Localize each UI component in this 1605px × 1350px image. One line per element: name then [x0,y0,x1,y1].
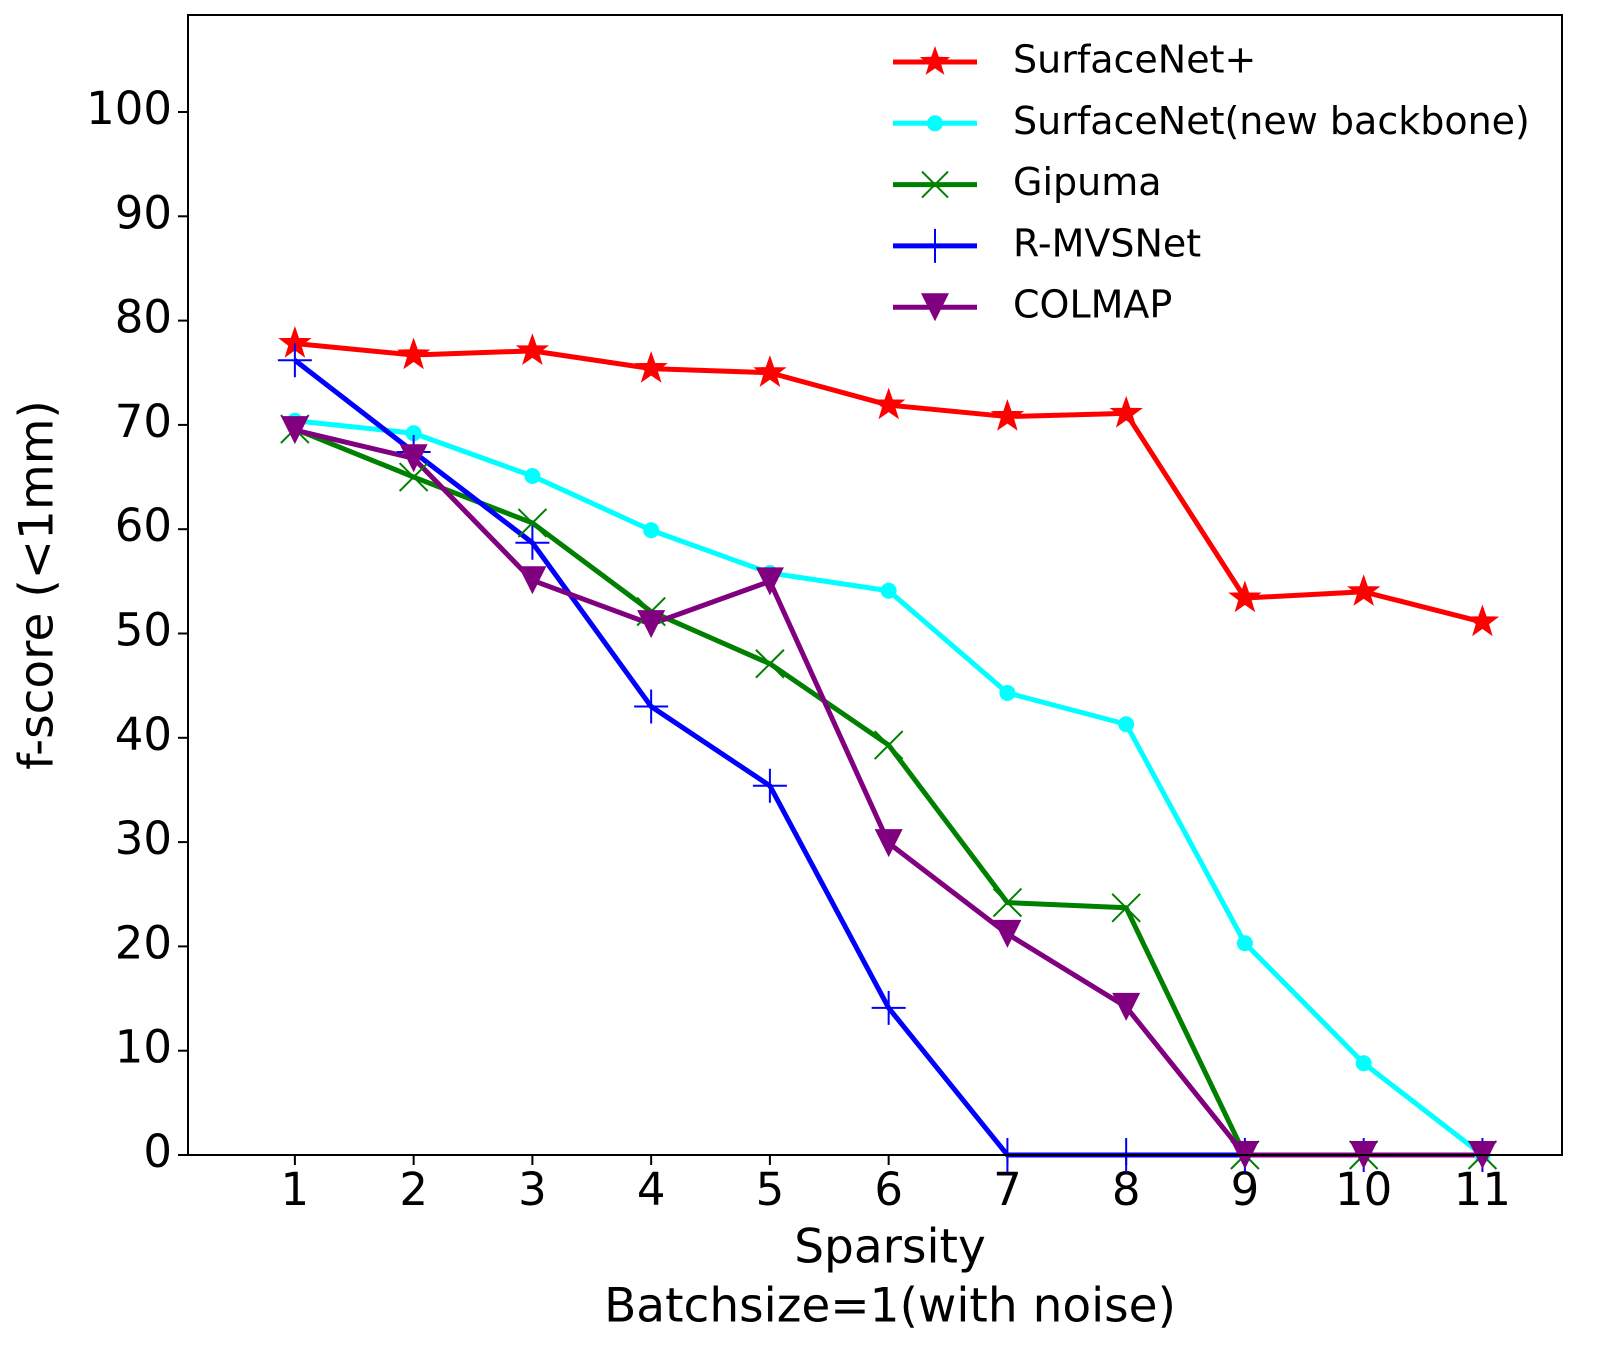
marker [999,684,1016,701]
marker [993,919,1022,948]
legend-label: SurfaceNet(new backbone) [1013,99,1530,143]
legend-label: COLMAP [1013,283,1172,327]
legend-label: Gipuma [1013,160,1162,204]
legend-marker [921,170,949,199]
marker [992,887,1023,918]
legend: SurfaceNet+ SurfaceNet(new backbone) Gipum… [893,38,1530,327]
marker [643,522,660,539]
x-tick-label: 4 [637,1163,666,1216]
x-axis-label: Batchsize=1(with noise) [604,1279,1176,1334]
marker [280,416,309,445]
marker [880,582,897,599]
marker [752,768,787,803]
plot-frame [187,14,1563,1156]
y-tick-label: 10 [115,1021,172,1074]
legend-entry: SurfaceNet+ [893,38,1256,82]
marker [396,337,431,370]
marker [399,444,428,473]
series-markers [280,416,1497,1169]
legend-label: SurfaceNet+ [1013,38,1256,82]
y-tick-label: 30 [115,812,172,865]
marker [637,610,666,639]
marker [405,425,422,442]
marker [990,399,1025,431]
y-tick-label: 40 [115,708,172,761]
marker [1347,574,1381,606]
marker [871,387,906,420]
legend-marker [927,115,943,132]
marker [871,990,906,1025]
y-tick-label: 50 [115,603,172,656]
legend-entry: SurfaceNet(new backbone) [893,99,1530,143]
marker [515,333,550,366]
x-tick-label: 2 [399,1163,428,1216]
y-axis-label: f-score (<1mm) [10,400,65,770]
marker [1355,1055,1372,1072]
marker [524,468,541,485]
y-tick-label: 70 [115,395,172,448]
marker [634,351,668,383]
marker [1228,580,1262,613]
y-tick-label: 60 [115,499,172,552]
marker [517,508,548,538]
legend-entry: Gipuma [893,160,1162,204]
y-tick-label: 20 [115,916,172,969]
marker [1118,716,1135,733]
y-tick-label: 100 [86,82,172,135]
marker [755,567,784,596]
marker [518,566,547,595]
legend-label: R-MVSNet [1013,221,1201,265]
x-tick-label: 3 [518,1163,547,1216]
marker [753,355,787,387]
marker [755,649,785,679]
x-tick-label: 5 [756,1163,785,1216]
marker [1111,893,1141,923]
legend-marker [918,228,952,263]
marker [1109,395,1143,428]
legend-marker [919,46,951,75]
y-tick-label: 80 [115,291,172,344]
marker [1465,604,1500,637]
x-tick-label: 6 [874,1163,903,1216]
marker [515,525,550,560]
legend-marker [921,293,949,322]
series-markers [278,325,1500,637]
x-tick-label: 1 [281,1163,310,1216]
marker [398,462,429,492]
marker [1236,935,1253,952]
y-tick-label: 90 [115,186,172,239]
marker [874,829,903,858]
marker [1112,992,1141,1021]
marker [634,689,669,724]
legend-entry: R-MVSNet [893,221,1201,265]
marker [873,730,904,760]
marker [277,343,312,378]
legend-entry: COLMAP [893,283,1172,327]
x-axis-label: Sparsity [794,1220,986,1275]
y-tick-label: 0 [143,1125,172,1178]
